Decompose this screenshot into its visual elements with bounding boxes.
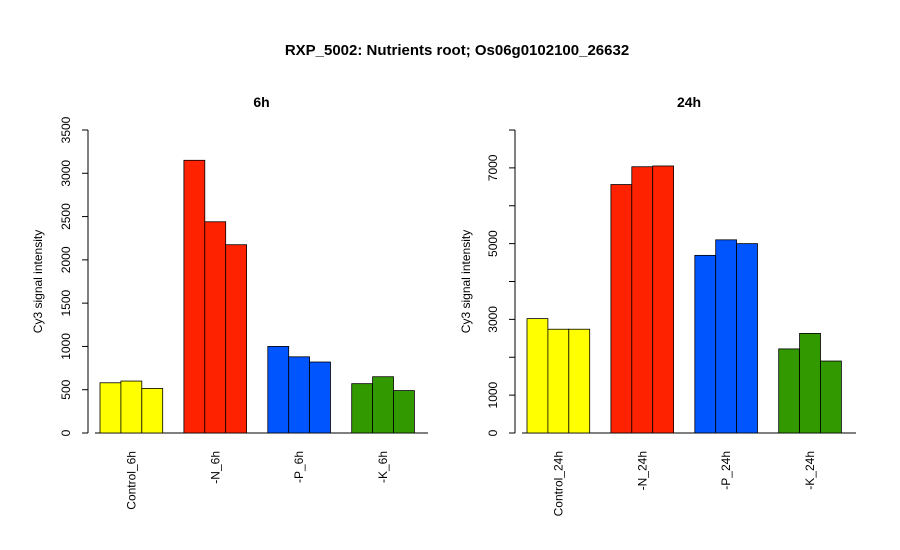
bar <box>351 383 374 434</box>
x-category-label: -K_6h <box>376 451 390 483</box>
bar <box>526 318 549 434</box>
y-tick-label: 3500 <box>59 116 73 143</box>
bar <box>694 254 717 434</box>
x-category-label: Control_24h <box>551 451 565 516</box>
bar <box>778 348 801 434</box>
panel-title: 6h <box>253 94 269 110</box>
bar <box>820 360 842 434</box>
x-category-label: -P_24h <box>719 451 733 490</box>
bar <box>141 388 164 434</box>
y-axis-label: Cy3 signal intensity <box>459 230 473 333</box>
y-axis-label: Cy3 signal intensity <box>31 230 45 333</box>
y-tick-label: 500 <box>59 379 73 399</box>
bar <box>204 221 227 434</box>
y-tick-label: 3000 <box>59 160 73 187</box>
bar <box>610 184 633 434</box>
y-tick-label: 7000 <box>486 154 500 181</box>
y-tick-label: 2000 <box>59 246 73 273</box>
bar <box>631 166 654 434</box>
panel-24h: 24h Cy3 signal intensity 0 1000 3000 5000 7000… <box>459 94 856 516</box>
x-category-label: -K_24h <box>803 451 817 490</box>
x-category-label: Control_6h <box>124 451 138 510</box>
y-tick-label: 3000 <box>486 306 500 333</box>
chart-main-title: RXP_5002: Nutrients root; Os06g0102100_2… <box>285 42 629 59</box>
bar <box>736 243 758 434</box>
y-tick-label: 0 <box>486 429 500 436</box>
bar <box>120 380 143 434</box>
bar <box>715 239 738 434</box>
bar <box>267 346 290 434</box>
x-category-label: -N_24h <box>635 451 649 490</box>
y-tick-label: 0 <box>59 429 73 436</box>
y-tick-label: 5000 <box>486 230 500 257</box>
bar <box>288 356 311 434</box>
bar <box>309 361 331 434</box>
y-tick-label: 1000 <box>486 381 500 408</box>
bar <box>225 244 247 434</box>
bar <box>183 159 206 434</box>
panel-title: 24h <box>677 94 701 110</box>
bar <box>393 390 415 434</box>
bar <box>99 382 122 434</box>
y-tick-label: 1500 <box>59 289 73 316</box>
bar <box>799 332 821 434</box>
bar <box>547 328 570 434</box>
y-tick-label: 1000 <box>59 333 73 360</box>
bar <box>372 376 394 434</box>
x-category-label: -P_6h <box>292 451 306 483</box>
bar <box>568 328 591 434</box>
y-tick-label: 2500 <box>59 203 73 230</box>
bar <box>652 165 675 434</box>
panel-6h: 6h Cy3 signal intensity 0 500 1000 1500 2000 25… <box>31 94 428 510</box>
x-category-label: -N_6h <box>208 451 222 484</box>
